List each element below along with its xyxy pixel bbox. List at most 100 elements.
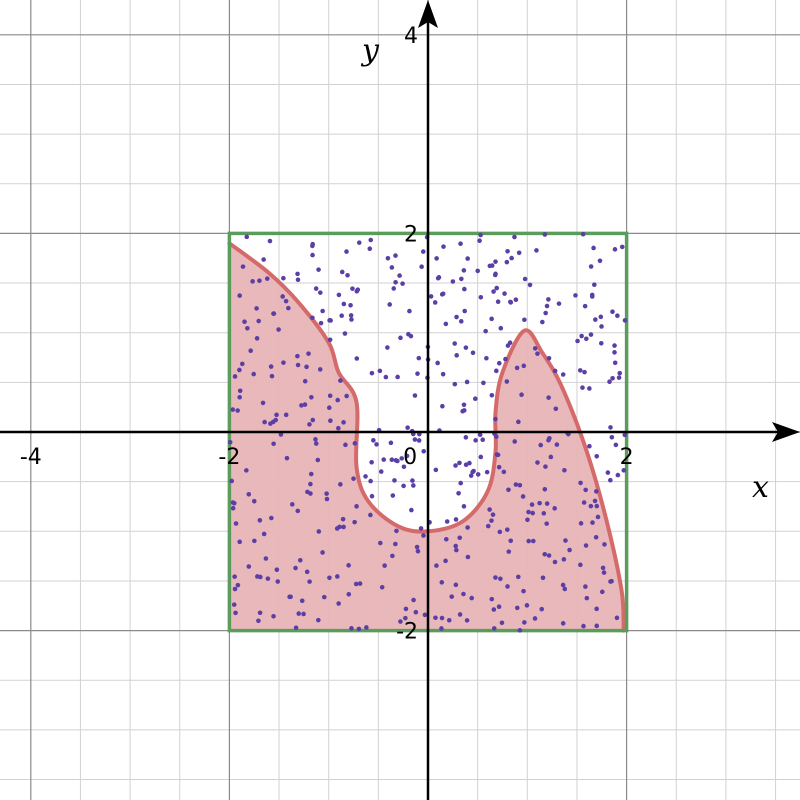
- scatter-point: [475, 472, 481, 477]
- scatter-point: [599, 589, 605, 595]
- scatter-point: [363, 474, 368, 479]
- scatter-point: [306, 351, 311, 356]
- x-tick-label: 2: [620, 445, 634, 470]
- scatter-point: [539, 606, 545, 612]
- shaded-region-layer: [227, 241, 626, 633]
- scatter-point: [354, 504, 359, 509]
- x-axis-arrow: [772, 422, 800, 442]
- scatter-point: [546, 297, 551, 302]
- scatter-point: [335, 574, 340, 579]
- scatter-point: [328, 418, 333, 423]
- scatter-point: [237, 293, 242, 298]
- scatter-point: [232, 586, 238, 592]
- y-tick-label: 4: [404, 24, 418, 49]
- scatter-point: [457, 612, 463, 617]
- scatter-point: [498, 576, 503, 582]
- x-tick-label: -4: [20, 445, 42, 470]
- scatter-point: [280, 294, 285, 299]
- scatter-point: [501, 469, 507, 475]
- scatter-point: [233, 521, 239, 526]
- scatter-point: [398, 619, 403, 624]
- scatter-point: [608, 425, 613, 430]
- scatter-point: [393, 541, 398, 547]
- scatter-point: [594, 623, 600, 629]
- scatter-point: [354, 288, 360, 294]
- scatter-point: [508, 300, 514, 305]
- scatter-point: [269, 515, 274, 521]
- scatter-point: [345, 272, 350, 278]
- scatter-point: [235, 408, 240, 413]
- scatter-point: [513, 297, 519, 302]
- scatter-point: [256, 618, 261, 624]
- x-tick-label: 0: [403, 445, 417, 470]
- scatter-point: [457, 535, 463, 541]
- scatter-point: [494, 368, 499, 374]
- scatter-point: [588, 332, 594, 337]
- y-axis-label: y: [360, 33, 380, 68]
- scatter-point: [289, 502, 295, 507]
- scatter-point: [368, 478, 373, 484]
- scatter-point: [461, 408, 467, 413]
- scatter-point: [530, 510, 536, 516]
- scatter-point: [493, 271, 498, 277]
- scatter-point: [406, 331, 411, 337]
- scatter-point: [313, 441, 319, 446]
- scatter-point: [504, 379, 510, 384]
- scatter-point: [543, 464, 548, 469]
- scatter-point: [612, 360, 618, 366]
- scatter-point: [453, 543, 458, 549]
- scatter-point: [592, 282, 597, 288]
- scatter-point: [229, 478, 235, 484]
- scatter-point: [389, 457, 395, 463]
- scatter-point: [364, 625, 369, 630]
- scatter-point: [461, 268, 467, 273]
- scatter-point: [307, 579, 312, 584]
- scatter-point: [412, 393, 418, 398]
- scatter-point: [348, 313, 354, 318]
- scatter-point: [546, 355, 552, 361]
- scatter-point: [261, 531, 267, 537]
- scatter-point: [397, 273, 402, 278]
- scatter-point: [283, 298, 289, 304]
- scatter-point: [440, 291, 446, 297]
- scatter-point: [257, 610, 263, 616]
- scatter-point: [254, 306, 259, 311]
- scatter-point: [245, 326, 250, 331]
- scatter-point: [405, 425, 410, 430]
- scatter-point: [532, 616, 538, 621]
- scatter-point: [491, 289, 496, 294]
- scatter-point: [469, 595, 475, 601]
- scatter-point: [481, 380, 486, 386]
- scatter-point: [534, 248, 539, 253]
- scatter-point: [233, 610, 238, 616]
- scatter-point: [254, 336, 260, 341]
- scatter-point: [244, 234, 250, 240]
- scatter-point: [265, 576, 271, 581]
- scatter-point: [367, 246, 373, 252]
- scatter-point: [540, 575, 546, 581]
- scatter-point: [284, 455, 290, 461]
- scatter-point: [336, 425, 341, 431]
- scatter-point: [310, 252, 315, 258]
- scatter-point: [324, 491, 329, 496]
- scatter-point: [444, 519, 450, 524]
- scatter-point: [475, 268, 481, 274]
- scatter-point: [258, 574, 263, 580]
- scatter-point: [463, 345, 469, 350]
- scatter-point: [381, 457, 387, 462]
- scatter-point: [352, 519, 357, 525]
- scatter-point: [579, 333, 584, 339]
- scatter-point: [302, 378, 308, 384]
- scatter-point: [421, 448, 427, 454]
- scatter-point: [269, 373, 275, 379]
- scatter-point: [318, 320, 324, 326]
- scatter-point: [433, 615, 438, 621]
- scatter-point: [420, 249, 426, 254]
- scatter-point: [613, 442, 619, 448]
- scatter-point: [371, 438, 376, 443]
- scatter-point: [262, 419, 267, 425]
- scatter-point: [621, 468, 627, 473]
- scatter-point: [278, 432, 284, 437]
